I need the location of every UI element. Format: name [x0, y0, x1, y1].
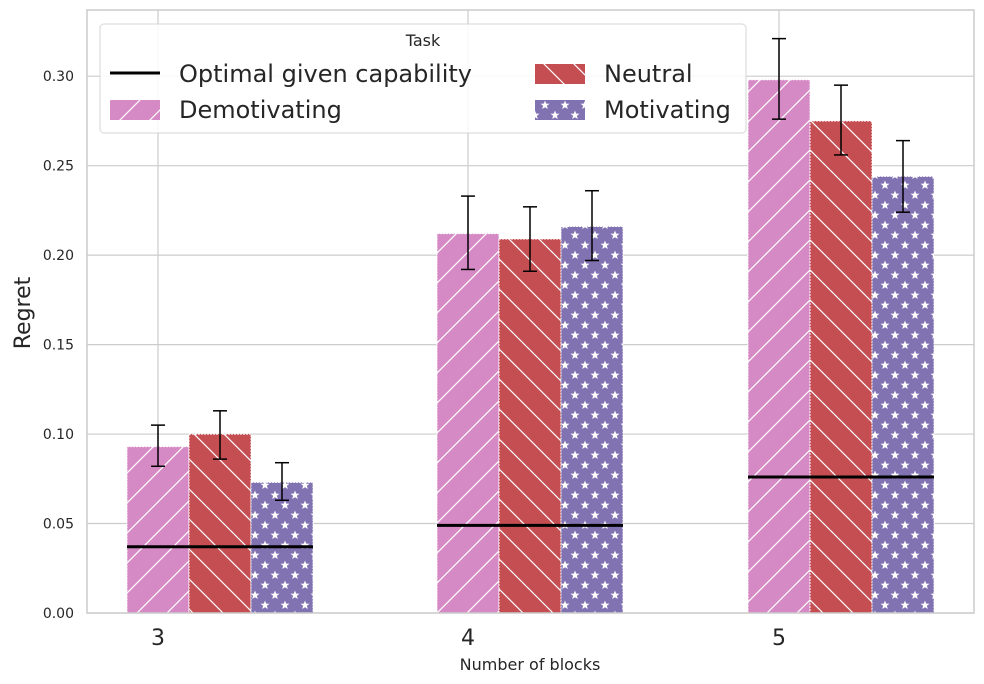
y-tick-label-4: 0.20: [43, 248, 74, 264]
bar-neutral-4: [498, 238, 562, 614]
legend-label-motivating: Motivating: [604, 96, 731, 124]
bar-neutral-5: [809, 120, 873, 614]
y-tick-label-3: 0.15: [43, 338, 74, 354]
error-bar-neutral-5: [834, 84, 848, 156]
y-tick-label-5: 0.25: [43, 159, 74, 175]
x-tick-label-4: 4: [461, 626, 475, 651]
legend-label-optimal: Optimal given capability: [179, 60, 472, 88]
error-bar-demotivating-5: [772, 37, 786, 120]
optimal-lines: [127, 475, 934, 549]
bar-demotivating-3: [126, 446, 190, 614]
y-axis-label: Regret: [11, 276, 36, 349]
error-bars: [151, 37, 910, 502]
legend-label-neutral: Neutral: [604, 60, 693, 88]
bars: [126, 79, 935, 614]
error-bar-neutral-4: [523, 206, 537, 272]
legend-swatch-neutral: [535, 64, 585, 84]
x-ticks: 3 4 5: [151, 626, 786, 651]
legend: Task Optimal given capability Demotivati…: [99, 23, 747, 134]
bar-neutral-3: [188, 433, 252, 614]
legend-label-demotivating: Demotivating: [179, 96, 342, 124]
x-axis-label: Number of blocks: [460, 655, 601, 674]
bar-demotivating-4: [436, 233, 500, 614]
error-bar-demotivating-4: [461, 195, 475, 271]
error-bar-neutral-3: [213, 410, 227, 460]
y-tick-label-2: 0.10: [43, 427, 74, 443]
legend-swatch-motivating: [535, 100, 585, 120]
legend-title: Task: [405, 31, 441, 50]
bar-motivating-5: [871, 175, 935, 614]
y-ticks: 0.00 0.05 0.10 0.15 0.20 0.25 0.30: [43, 69, 74, 622]
bar-motivating-4: [560, 226, 624, 614]
error-bar-motivating-3: [275, 461, 289, 502]
plot-frame: [86, 9, 975, 614]
bar-demotivating-5: [747, 79, 811, 614]
legend-swatch-demotivating: [110, 100, 160, 120]
y-tick-label-1: 0.05: [43, 517, 74, 533]
x-tick-label-5: 5: [772, 626, 786, 651]
x-tick-label-3: 3: [151, 626, 165, 651]
error-bar-motivating-4: [585, 189, 599, 262]
error-bar-demotivating-3: [151, 424, 165, 468]
y-tick-label-0: 0.00: [43, 606, 74, 622]
error-bar-motivating-5: [896, 139, 910, 213]
y-tick-label-6: 0.30: [43, 69, 74, 85]
